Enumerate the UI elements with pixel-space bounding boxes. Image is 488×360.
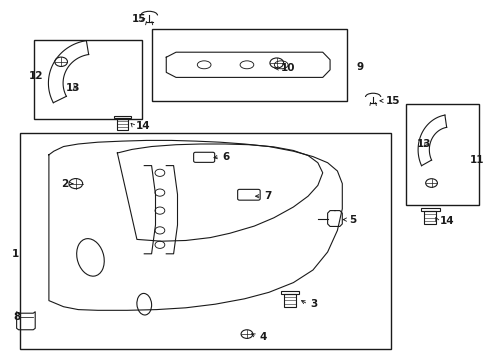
Text: 14: 14 <box>136 121 150 131</box>
Text: 1: 1 <box>12 249 20 259</box>
Text: 6: 6 <box>222 152 229 162</box>
Bar <box>420 208 439 211</box>
Bar <box>114 116 130 118</box>
Text: 2: 2 <box>61 179 68 189</box>
Text: 13: 13 <box>66 83 81 93</box>
Text: 7: 7 <box>264 191 271 201</box>
Text: 4: 4 <box>259 332 266 342</box>
Text: 5: 5 <box>349 215 356 225</box>
Bar <box>405 104 478 205</box>
Text: 8: 8 <box>14 312 21 322</box>
Bar <box>284 294 295 307</box>
Bar <box>117 118 127 130</box>
Bar <box>151 29 346 101</box>
Text: 13: 13 <box>416 139 431 149</box>
Bar <box>20 133 390 349</box>
Text: 15: 15 <box>132 14 146 24</box>
Bar <box>280 291 299 294</box>
Text: 14: 14 <box>439 216 454 226</box>
Text: 12: 12 <box>28 71 43 81</box>
Text: 11: 11 <box>468 155 483 165</box>
Text: 10: 10 <box>281 63 295 73</box>
Text: 3: 3 <box>310 299 317 309</box>
Text: 15: 15 <box>386 96 400 106</box>
Bar <box>34 40 142 119</box>
Bar <box>424 211 435 224</box>
Text: 9: 9 <box>356 62 364 72</box>
